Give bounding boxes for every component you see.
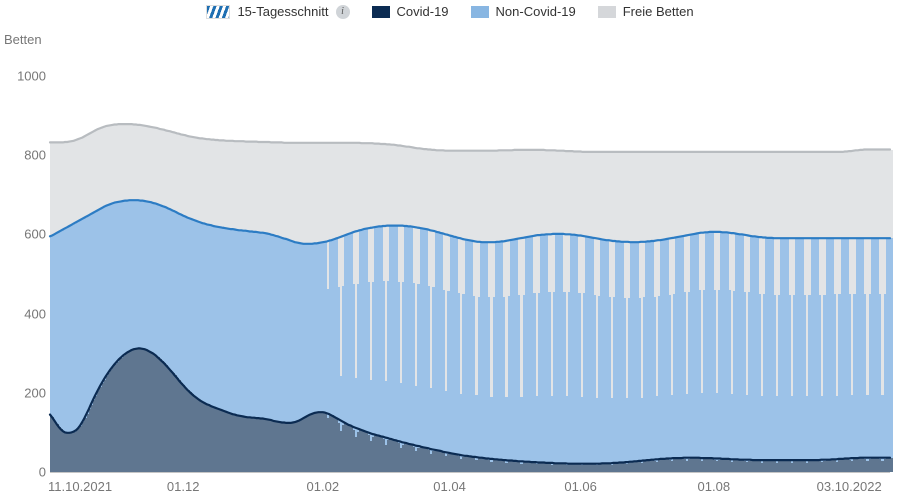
y-tick-label: 400 — [6, 306, 46, 321]
overlay-lines — [50, 56, 890, 472]
swatch-icon — [372, 6, 390, 18]
y-tick-label: 200 — [6, 385, 46, 400]
swatch-icon — [598, 6, 616, 18]
y-tick-label: 1000 — [6, 68, 46, 83]
x-tick-label: 01.06 — [564, 479, 597, 494]
y-tick-label: 800 — [6, 148, 46, 163]
legend-item-noncov[interactable]: Non-Covid-19 — [471, 4, 576, 19]
avg15-line-noncov — [50, 200, 890, 244]
avg15-line-free — [50, 124, 890, 152]
legend-label: Non-Covid-19 — [496, 4, 576, 19]
y-tick-label: 600 — [6, 227, 46, 242]
chart-container: 15-Tagesschnitt i Covid-19 Non-Covid-19 … — [0, 0, 900, 502]
x-tick-label: 01.12 — [167, 479, 200, 494]
x-tick-label: 11.10.2021 — [48, 479, 112, 494]
legend: 15-Tagesschnitt i Covid-19 Non-Covid-19 … — [0, 4, 900, 19]
hatched-swatch-icon — [206, 5, 230, 19]
plot-area: 0200400600800100011.10.202101.1201.0201.… — [50, 56, 890, 473]
x-tick-label: 01.08 — [698, 479, 731, 494]
avg15-line-covid — [50, 348, 890, 463]
swatch-icon — [471, 6, 489, 18]
x-tick-label: 01.04 — [433, 479, 466, 494]
legend-label: Freie Betten — [623, 4, 694, 19]
legend-item-covid[interactable]: Covid-19 — [372, 4, 449, 19]
legend-item-free[interactable]: Freie Betten — [598, 4, 694, 19]
legend-label: 15-Tagesschnitt — [237, 4, 328, 19]
info-icon[interactable]: i — [336, 5, 350, 19]
legend-label: Covid-19 — [397, 4, 449, 19]
y-tick-label: 0 — [6, 465, 46, 480]
y-axis-title: Betten — [4, 32, 42, 47]
x-tick-label: 01.02 — [307, 479, 340, 494]
legend-item-avg15[interactable]: 15-Tagesschnitt i — [206, 4, 349, 19]
x-tick-label: 03.10.2022 — [817, 479, 882, 494]
